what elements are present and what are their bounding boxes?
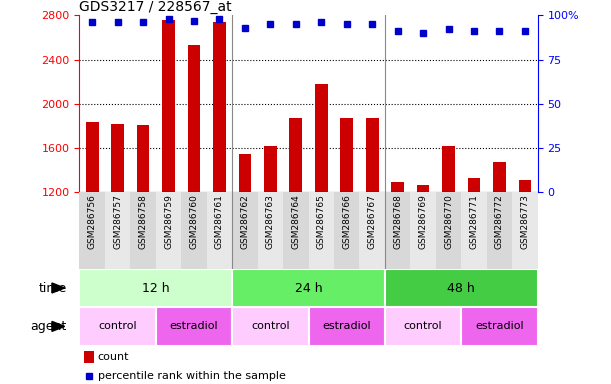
Bar bbox=[181, 192, 207, 269]
Bar bbox=[137, 125, 150, 192]
Bar bbox=[512, 192, 538, 269]
Text: estradiol: estradiol bbox=[323, 321, 371, 331]
Bar bbox=[436, 192, 461, 269]
Bar bbox=[385, 269, 538, 307]
Bar bbox=[79, 192, 105, 269]
Bar bbox=[207, 192, 232, 269]
Bar bbox=[442, 146, 455, 192]
Text: GSM286758: GSM286758 bbox=[139, 194, 148, 249]
Bar bbox=[258, 192, 283, 269]
Bar bbox=[105, 192, 130, 269]
Text: GSM286770: GSM286770 bbox=[444, 194, 453, 249]
Text: GDS3217 / 228567_at: GDS3217 / 228567_at bbox=[79, 0, 232, 14]
Bar bbox=[162, 20, 175, 192]
Bar bbox=[130, 192, 156, 269]
Bar bbox=[385, 307, 461, 346]
Text: GSM286773: GSM286773 bbox=[521, 194, 530, 249]
Bar bbox=[391, 182, 404, 192]
Text: control: control bbox=[98, 321, 137, 331]
Bar bbox=[238, 154, 251, 192]
Bar bbox=[417, 185, 430, 192]
Bar bbox=[79, 307, 156, 346]
Bar bbox=[385, 192, 411, 269]
Bar bbox=[519, 180, 532, 192]
Text: percentile rank within the sample: percentile rank within the sample bbox=[98, 371, 285, 381]
Text: GSM286763: GSM286763 bbox=[266, 194, 275, 249]
Bar bbox=[232, 269, 385, 307]
Bar bbox=[84, 351, 94, 363]
Bar bbox=[290, 118, 302, 192]
Bar bbox=[411, 192, 436, 269]
Bar bbox=[232, 307, 309, 346]
Text: GSM286757: GSM286757 bbox=[113, 194, 122, 249]
Bar bbox=[111, 124, 124, 192]
Text: 48 h: 48 h bbox=[447, 281, 475, 295]
Text: control: control bbox=[251, 321, 290, 331]
Text: GSM286766: GSM286766 bbox=[342, 194, 351, 249]
Bar bbox=[156, 192, 181, 269]
Bar bbox=[461, 192, 487, 269]
Text: GSM286772: GSM286772 bbox=[495, 194, 504, 249]
Text: GSM286768: GSM286768 bbox=[393, 194, 402, 249]
Text: count: count bbox=[98, 352, 130, 362]
Bar bbox=[309, 307, 385, 346]
Bar bbox=[366, 118, 379, 192]
Bar bbox=[493, 162, 506, 192]
Bar bbox=[487, 192, 512, 269]
Text: GSM286771: GSM286771 bbox=[469, 194, 478, 249]
Text: control: control bbox=[404, 321, 442, 331]
Bar bbox=[283, 192, 309, 269]
Bar bbox=[213, 22, 226, 192]
Bar bbox=[309, 192, 334, 269]
Bar bbox=[340, 118, 353, 192]
Bar bbox=[315, 84, 327, 192]
Bar bbox=[334, 192, 359, 269]
Text: GSM286769: GSM286769 bbox=[419, 194, 428, 249]
Bar bbox=[86, 122, 98, 192]
Text: agent: agent bbox=[31, 320, 67, 333]
Text: 12 h: 12 h bbox=[142, 281, 170, 295]
Text: GSM286764: GSM286764 bbox=[291, 194, 301, 249]
Text: 24 h: 24 h bbox=[295, 281, 323, 295]
Bar bbox=[359, 192, 385, 269]
Bar bbox=[156, 307, 232, 346]
Text: GSM286761: GSM286761 bbox=[215, 194, 224, 249]
Text: time: time bbox=[38, 281, 67, 295]
Text: estradiol: estradiol bbox=[170, 321, 218, 331]
Text: GSM286756: GSM286756 bbox=[87, 194, 97, 249]
Bar bbox=[79, 269, 232, 307]
Text: GSM286759: GSM286759 bbox=[164, 194, 173, 249]
Bar bbox=[461, 307, 538, 346]
Bar bbox=[232, 192, 258, 269]
Bar bbox=[264, 146, 277, 192]
Text: GSM286765: GSM286765 bbox=[316, 194, 326, 249]
Text: GSM286760: GSM286760 bbox=[189, 194, 199, 249]
Text: GSM286767: GSM286767 bbox=[368, 194, 377, 249]
Text: estradiol: estradiol bbox=[475, 321, 524, 331]
Bar bbox=[467, 178, 480, 192]
Text: GSM286762: GSM286762 bbox=[240, 194, 249, 249]
Bar bbox=[188, 45, 200, 192]
